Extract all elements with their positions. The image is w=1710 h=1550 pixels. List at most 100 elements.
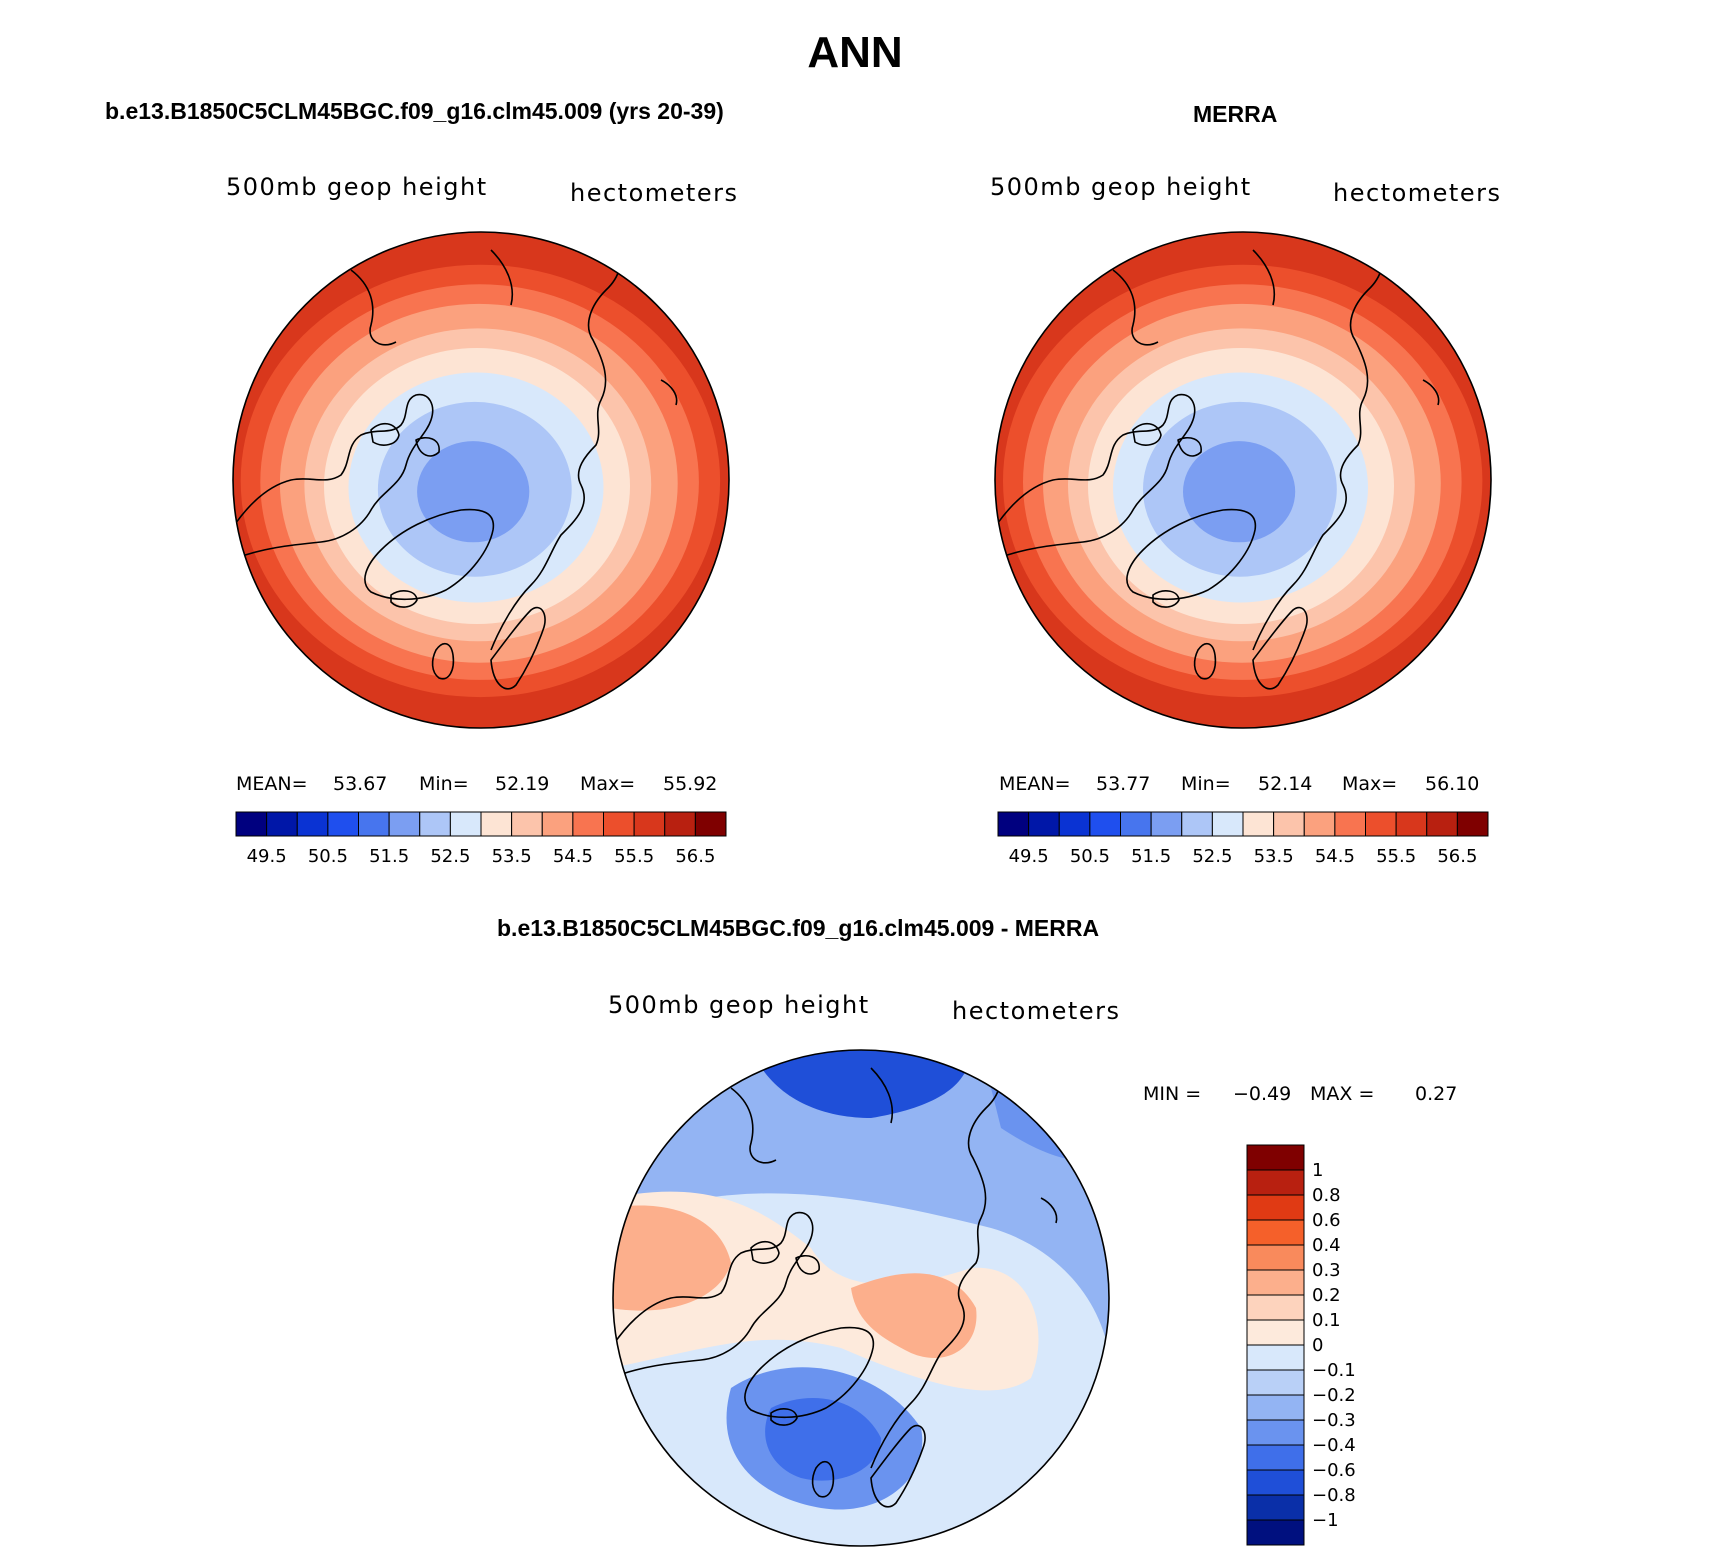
contour-band [851, 1273, 977, 1358]
coastline [1252, 239, 1384, 651]
colorbar-box [1246, 1194, 1305, 1221]
coastline [1112, 249, 1276, 346]
panel-1-min-label: Min= [419, 773, 469, 795]
colorbar-tick-label: 54.5 [553, 846, 593, 867]
panel-2-units: hectometers [1333, 179, 1502, 207]
colorbar-box [1181, 811, 1213, 837]
coastline [1126, 508, 1257, 601]
panel-3-max-value: 0.27 [1415, 1083, 1458, 1105]
coastline [613, 1211, 814, 1379]
panel-3-title: b.e13.B1850C5CLM45BGC.f09_g16.clm45.009 … [497, 915, 1100, 941]
coastline [415, 436, 440, 457]
panel-3-units: hectometers [952, 997, 1121, 1025]
colorbar-box [419, 811, 451, 837]
coastline [995, 393, 1196, 561]
colorbar-box [1246, 1469, 1305, 1496]
coastline [1177, 436, 1202, 457]
coastline [431, 642, 455, 680]
colorbar-box [1426, 811, 1458, 837]
panel-3-colorbar: 1 0.8 0.6 0.4 0.3 0.2 0.1 0 −0.1 −0.2 −0.3 −0.4 −0.6… [1246, 1144, 1356, 1546]
colorbar-box [572, 811, 604, 837]
colorbar-tick-label: −0.6 [1312, 1460, 1356, 1481]
colorbar-tick-label: 49.5 [1009, 846, 1049, 867]
colorbar-box [388, 811, 421, 837]
colorbar-box [1303, 811, 1336, 837]
panel-2-title: MERRA [1193, 101, 1278, 127]
panel-1-colorbar: 49.5 50.5 51.5 52.5 53.5 54.5 55.5 56.5 [235, 811, 727, 867]
coastline [750, 1240, 780, 1264]
panel-1-title: b.e13.B1850C5CLM45BGC.f09_g16.clm45.009 … [105, 98, 724, 124]
colorbar-tick-label: 0.6 [1312, 1210, 1341, 1231]
colorbar-box [1246, 1144, 1305, 1171]
panel-2-mean-value: 53.77 [1096, 773, 1151, 795]
colorbar-box [266, 811, 298, 837]
colorbar-box [1246, 1519, 1305, 1546]
colorbar-tick-label: 51.5 [369, 846, 409, 867]
colorbar-box [1246, 1244, 1305, 1271]
map-boundary [994, 231, 1492, 729]
colorbar-tick-label: −0.8 [1312, 1485, 1356, 1506]
coastline [660, 379, 678, 406]
panel-2-mean-label: MEAN= [999, 773, 1071, 795]
colorbar-box [1334, 811, 1366, 837]
colorbar-box [1246, 1369, 1305, 1396]
coastline [795, 1254, 820, 1275]
panel-1-variable: 500mb geop height [226, 173, 488, 201]
panel-2-map [994, 231, 1492, 729]
colorbar-tick-label: −0.4 [1312, 1435, 1356, 1456]
panel-1-units: hectometers [570, 179, 739, 207]
colorbar-box [633, 811, 666, 837]
coastline [364, 508, 495, 601]
colorbar-tick-label: 0.8 [1312, 1185, 1341, 1206]
colorbar-box [603, 811, 635, 837]
coastline [350, 249, 514, 346]
colorbar-tick-label: −0.1 [1312, 1360, 1356, 1381]
colorbar-tick-label: 0.3 [1312, 1260, 1341, 1281]
colorbar-box [480, 811, 513, 837]
colorbar-box [541, 811, 574, 837]
contour-band [613, 1205, 731, 1311]
panel-3-variable: 500mb geop height [608, 991, 870, 1019]
panel-2-min-label: Min= [1181, 773, 1231, 795]
colorbar-tick-label: 0 [1312, 1335, 1323, 1356]
coastline [233, 393, 434, 561]
coastline [390, 590, 418, 608]
colorbar-box [235, 811, 268, 837]
colorbar-tick-label: 0.2 [1312, 1285, 1341, 1306]
colorbar-tick-label: 1 [1312, 1160, 1323, 1181]
panel-2-variable: 500mb geop height [990, 173, 1252, 201]
coastline [770, 1408, 798, 1426]
colorbar-tick-label: 50.5 [308, 846, 348, 867]
colorbar-tick-label: 53.5 [1254, 846, 1294, 867]
colorbar-tick-label: 56.5 [675, 846, 715, 867]
colorbar-box [449, 811, 482, 837]
coastline [490, 239, 622, 651]
colorbar-tick-label: 56.5 [1437, 846, 1477, 867]
colorbar-box [1365, 811, 1397, 837]
coastline [490, 606, 546, 690]
coastline [1152, 590, 1180, 608]
coastline [1193, 642, 1217, 680]
colorbar-tick-label: 0.4 [1312, 1235, 1341, 1256]
colorbar-box [1456, 811, 1489, 837]
panel-3-min-value: −0.49 [1233, 1083, 1292, 1105]
colorbar-tick-label: 53.5 [492, 846, 532, 867]
colorbar-tick-label: 54.5 [1315, 846, 1355, 867]
panel-1-mean-label: MEAN= [236, 773, 308, 795]
coastline [744, 1326, 875, 1419]
colorbar-tick-label: 55.5 [1376, 846, 1416, 867]
panel-1-mean-value: 53.67 [333, 773, 388, 795]
panel-2-max-label: Max= [1342, 773, 1398, 795]
map-boundary [232, 231, 730, 729]
colorbar-box [296, 811, 329, 837]
colorbar-box [358, 811, 390, 837]
colorbar-tick-label: 50.5 [1070, 846, 1110, 867]
coastline [811, 1460, 835, 1498]
colorbar-box [694, 811, 727, 837]
colorbar-tick-label: 49.5 [247, 846, 287, 867]
coastline [730, 1067, 894, 1164]
colorbar-tick-label: 0.1 [1312, 1310, 1341, 1331]
colorbar-box [1246, 1294, 1305, 1321]
panel-3-min-label: MIN = [1143, 1083, 1202, 1105]
colorbar-box [1150, 811, 1183, 837]
